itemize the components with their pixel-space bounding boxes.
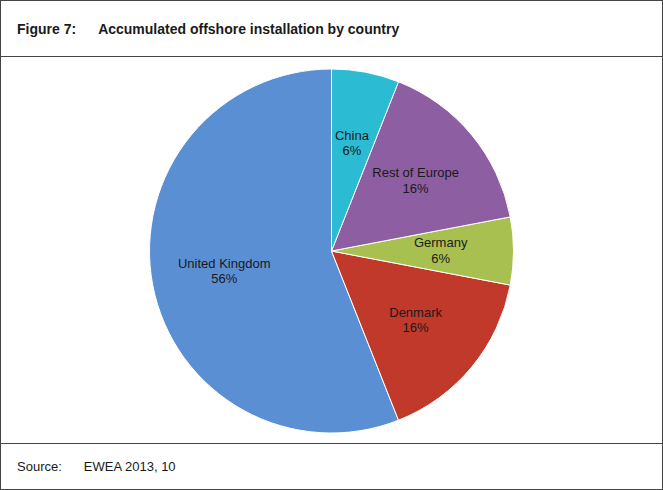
html-text:Source:: Source: — [17, 459, 62, 474]
svg-text:Germany6%: Germany6% — [414, 235, 468, 266]
svg-text:Denmark16%: Denmark16% — [389, 305, 442, 336]
svg-text:China6%: China6% — [335, 128, 370, 159]
html-text:Figure 7:: Figure 7: — [17, 20, 77, 37]
svg-text:United Kingdom56%: United Kingdom56% — [178, 256, 271, 287]
html-text:Accumulated offshore installat: Accumulated offshore installation by cou… — [98, 20, 400, 37]
svg-text:Rest of Europe16%: Rest of Europe16% — [372, 165, 459, 196]
html-text:EWEA 2013, 10: EWEA 2013, 10 — [83, 459, 176, 474]
